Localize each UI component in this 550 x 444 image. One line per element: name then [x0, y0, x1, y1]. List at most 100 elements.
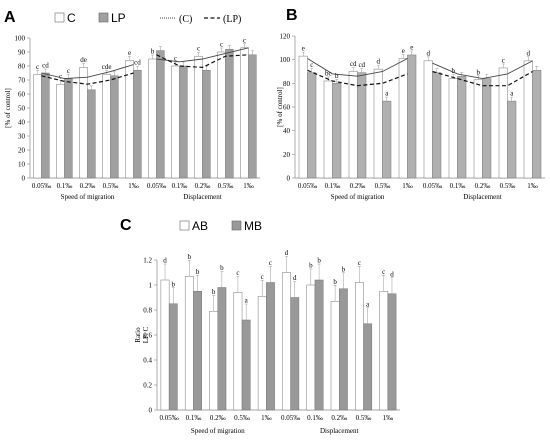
legend-label: MB [244, 219, 262, 233]
x-group-label: Speed of migration [191, 427, 245, 435]
x-tick-label: 1‰ [383, 414, 394, 422]
x-tick-label: 0.1‰ [307, 414, 323, 422]
significance-letter: b [309, 262, 313, 270]
bar [363, 323, 373, 411]
significance-letter: c [358, 259, 361, 267]
significance-letter: b [477, 68, 481, 76]
significance-letter: cd [350, 60, 357, 68]
y-tick-label: 0.2 [143, 382, 152, 390]
significance-letter: b [151, 48, 155, 56]
legend-label: (LP) [223, 14, 241, 25]
significance-letter: e [410, 43, 413, 51]
bar [133, 69, 142, 179]
bar [387, 293, 397, 411]
significance-letter: b [452, 67, 456, 75]
bar [148, 58, 157, 179]
y-tick-label: 0 [22, 175, 26, 183]
y-tick-label: 20 [18, 147, 26, 155]
significance-letter: b [188, 253, 192, 261]
y-axis-label: [% of control] [276, 87, 284, 127]
x-tick-label: 0.1‰ [172, 182, 188, 190]
x-tick-label: 1‰ [243, 182, 254, 190]
legend-swatch [179, 220, 190, 231]
bar [482, 78, 492, 179]
x-tick-label: 0.5‰ [356, 414, 372, 422]
x-group-label: Speed of migration [331, 193, 385, 201]
significance-letter: e [128, 49, 131, 57]
bar [102, 74, 111, 179]
trend-line [307, 58, 408, 77]
significance-letter: c [243, 36, 246, 44]
significance-letter: c [36, 63, 39, 71]
bar [432, 72, 442, 179]
y-tick-label: 10 [18, 161, 26, 169]
x-group-label: Displacement [183, 193, 222, 201]
bar [194, 55, 203, 179]
bar [179, 65, 188, 179]
y-tick-label: 1 [149, 282, 153, 290]
x-tick-label: 0.1‰ [57, 182, 73, 190]
x-tick-label: 0.5‰ [103, 182, 119, 190]
x-tick-label: 0.2‰ [331, 414, 347, 422]
bar [457, 75, 467, 179]
x-tick-label: 0.05‰ [160, 414, 179, 422]
significance-letter: d [527, 49, 531, 57]
y-tick-label: 60 [283, 104, 291, 112]
x-tick-label: 0.2‰ [195, 182, 211, 190]
significance-letter: de [80, 56, 87, 64]
bar [382, 100, 392, 179]
significance-letter: d [427, 49, 431, 57]
bar [306, 284, 316, 411]
x-group-label: Speed of migration [61, 193, 115, 201]
y-tick-label: 0.4 [143, 357, 152, 365]
bar [282, 272, 291, 411]
significance-letter: b [342, 265, 346, 273]
x-tick-label: 0.1‰ [325, 182, 341, 190]
y-tick-label: 120 [280, 33, 291, 41]
significance-letter: c [236, 269, 239, 277]
bar [209, 311, 219, 411]
significance-letter: cd [134, 59, 141, 67]
significance-letter: b [220, 264, 224, 272]
y-tick-label: 0.6 [143, 332, 152, 340]
x-tick-label: 0.05‰ [147, 182, 166, 190]
significance-letter: e [302, 45, 305, 53]
bar [217, 287, 227, 411]
trend-line [307, 69, 408, 87]
bar [357, 72, 367, 179]
bar [523, 60, 533, 179]
bar [379, 291, 389, 411]
bar [330, 301, 340, 411]
significance-letter: c [220, 41, 223, 49]
bar [56, 83, 65, 179]
bar [407, 54, 417, 179]
bar [298, 55, 308, 179]
bar [398, 58, 408, 179]
bar [41, 72, 50, 179]
x-tick-label: 1‰ [527, 182, 538, 190]
x-tick-label: 1‰ [261, 414, 272, 422]
bar [241, 319, 251, 411]
trend-line [156, 47, 249, 63]
x-tick-label: 0.5‰ [218, 182, 234, 190]
bar [448, 78, 458, 179]
y-tick-label: 70 [18, 77, 26, 85]
bar [168, 303, 178, 411]
x-tick-label: 0.2‰ [350, 182, 366, 190]
y-tick-label: 40 [283, 127, 291, 135]
y-tick-label: 1.2 [143, 257, 152, 265]
bar [87, 89, 96, 179]
significance-letter: a [385, 90, 389, 98]
x-tick-label: 0.2‰ [210, 414, 226, 422]
significance-letter: b [317, 257, 321, 265]
significance-letter: c [59, 73, 62, 81]
significance-letter: bc [325, 69, 332, 77]
significance-letter: d [293, 274, 297, 282]
panel-letter: C [120, 217, 132, 234]
x-tick-label: 0.5‰ [375, 182, 391, 190]
significance-letter: e [402, 47, 405, 55]
trend-line [432, 70, 533, 87]
significance-letter: cd [358, 61, 365, 69]
